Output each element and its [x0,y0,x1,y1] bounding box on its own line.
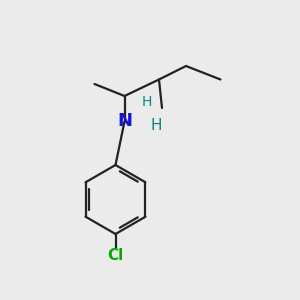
Text: H: H [150,118,162,134]
Text: N: N [117,112,132,130]
Text: Cl: Cl [107,248,124,262]
Text: H: H [142,95,152,109]
